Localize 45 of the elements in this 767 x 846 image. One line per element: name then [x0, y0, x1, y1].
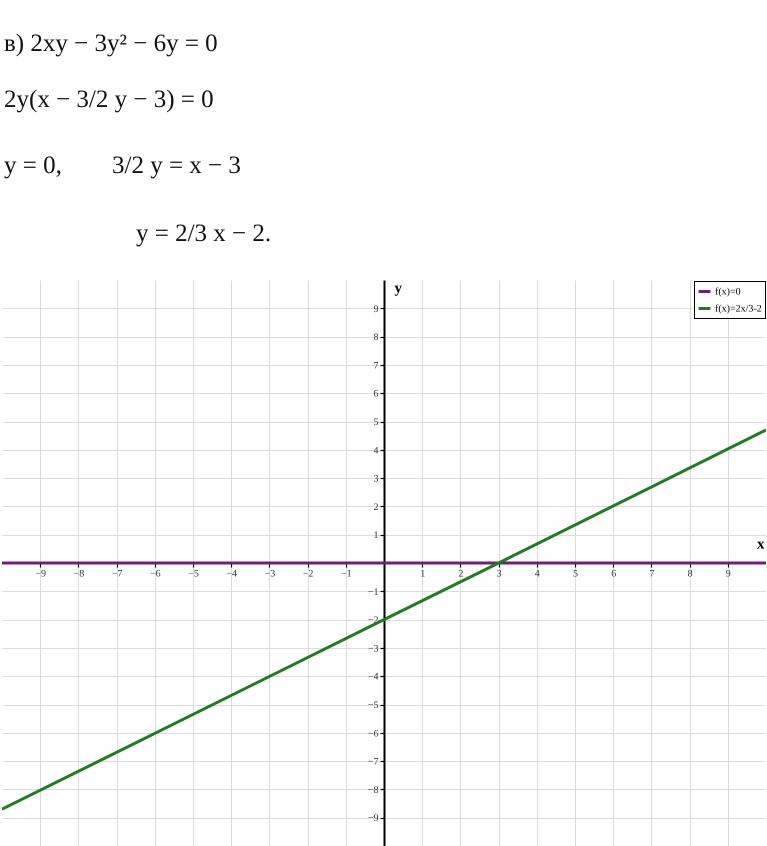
x-tick-label: −4 [226, 568, 238, 580]
x-tick-label: 3 [496, 568, 502, 580]
x-tick-label: −3 [264, 568, 276, 580]
y-tick-label: 9 [374, 304, 378, 315]
y-axis-title: y [394, 280, 402, 296]
x-tick-label: 7 [649, 568, 654, 580]
text: в) 2xy − 3y² − 6y = 0 [4, 30, 218, 58]
y-tick-label: 1 [374, 530, 378, 542]
y-tick-label: −9 [368, 813, 378, 824]
legend-label: f(x)=2x/3-2 [715, 304, 762, 314]
x-tick-label: 4 [534, 568, 540, 580]
y-tick-label: −4 [368, 672, 378, 683]
x-tick-label: 5 [573, 568, 578, 580]
x-tick-label: 6 [611, 568, 616, 580]
y-tick-label: 6 [374, 388, 378, 400]
x-tick-label: −6 [150, 568, 161, 580]
y-tick-label: −5 [368, 700, 378, 711]
x-tick-label: 8 [688, 568, 693, 580]
x-tick-label: −7 [112, 568, 122, 580]
y-tick-label: 7 [374, 360, 378, 372]
y-tick-label: −6 [368, 728, 378, 740]
legend-label: f(x)=0 [715, 286, 741, 298]
y-tick-label: −8 [368, 784, 378, 796]
x-tick-label: −8 [74, 568, 84, 580]
x-tick-label: 2 [458, 568, 464, 580]
y-tick-label: −7 [368, 756, 378, 768]
x-tick-label: 9 [726, 568, 731, 580]
y-tick-label: 2 [374, 502, 378, 513]
text: 2y(x − 3/2 y − 3) = 0 [4, 86, 214, 114]
y-tick-label: 4 [374, 445, 378, 456]
text: y = 2/3 x − 2. [136, 220, 272, 248]
y-tick-label: 3 [374, 474, 378, 485]
x-tick-label: 1 [420, 568, 426, 580]
y-tick-label: 8 [374, 332, 378, 344]
text: y = 0, [4, 152, 62, 180]
line-series [2, 428, 766, 811]
x-tick-label: −9 [35, 568, 46, 580]
y-tick-label: −1 [368, 586, 378, 598]
x-tick-label: −2 [302, 568, 314, 580]
x-axis-title: x [757, 536, 765, 552]
y-tick-label: 5 [374, 417, 378, 428]
y-tick-label: −3 [368, 643, 378, 654]
text: 3/2 y = x − 3 [112, 152, 241, 180]
x-tick-label: −1 [340, 568, 352, 580]
x-tick-label: −5 [188, 568, 199, 580]
